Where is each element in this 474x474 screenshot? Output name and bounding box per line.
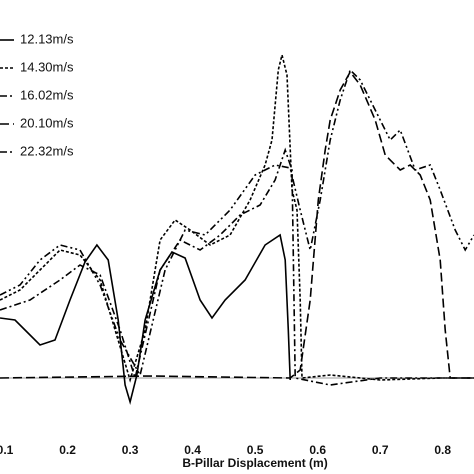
series-line [0,54,474,383]
x-tick-label: 0.2 [59,443,76,457]
series-line [0,233,291,406]
series-line [0,147,474,386]
x-tick-label: 0.6 [309,443,326,457]
legend-label: 22.32m/s [20,143,74,158]
legend-label: 14.30m/s [20,59,74,74]
x-tick-label: 0.5 [247,443,264,457]
legend-label: 12.13m/s [20,31,74,46]
x-tick-label: 0.1 [0,443,14,457]
x-tick-label: 0.4 [184,443,201,457]
x-axis-title: B-Pillar Displacement (m) [182,456,327,470]
x-tick-label: 0.3 [122,443,139,457]
x-tick-label: 0.7 [372,443,389,457]
series-line [0,68,474,378]
x-tick-label: 0.8 [434,443,451,457]
series-line [0,70,474,379]
legend-label: 16.02m/s [20,87,74,102]
legend-label: 20.10m/s [20,115,74,130]
